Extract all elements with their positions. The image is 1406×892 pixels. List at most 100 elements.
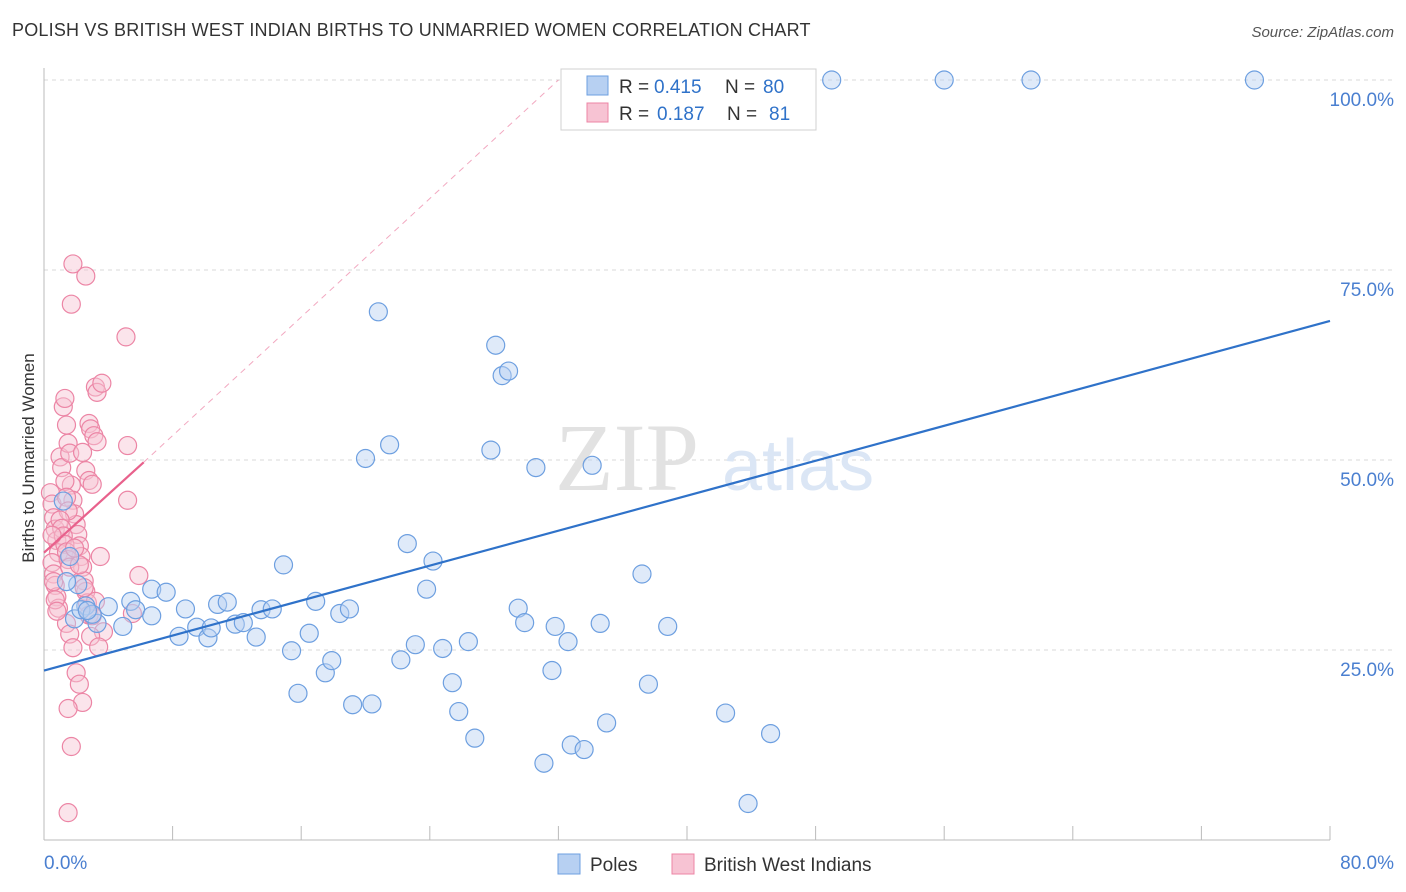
poles-point-43 [458,632,478,652]
bwi-point-64 [58,549,78,570]
grid-lines [44,79,1394,651]
bwi-point-54 [82,474,102,494]
y-tick-label-2: 75.0% [1340,280,1394,301]
legend-r-label-poles: R = [619,77,649,98]
bwi-point-56 [55,471,75,491]
stats-legend: R = 0.415 N = 80 R = 0.187 N = 81 [560,68,817,131]
poles-point-8 [156,582,176,602]
poles-point-32 [362,694,382,714]
legend-n-label-poles: N = [725,77,755,98]
source-label: Source: ZipAtlas.com [1251,24,1394,41]
bwi-point-40 [76,266,96,286]
poles-point-48 [498,361,519,381]
poles-point-64 [715,703,736,723]
poles-point-72 [60,546,80,567]
poles-point-15 [217,592,237,612]
poles-point-42 [449,701,469,722]
poles-point-75 [71,600,91,620]
x-tick-label-0: 0.0% [44,853,87,874]
bwi-point-37 [61,736,81,757]
poles-point-35 [391,650,411,670]
poles-point-31 [355,448,376,469]
bwi-point-49 [87,432,107,452]
poles-point-52 [534,753,554,773]
poles-point-1 [87,613,107,634]
poles-point-55 [558,632,578,652]
poles-point-2 [98,597,118,617]
bwi-point-34 [69,674,89,694]
poles-point-78 [56,571,77,592]
poles-point-29 [339,599,360,619]
bwi-point-57 [56,487,77,507]
series-legend: Poles British West Indians [557,853,872,876]
poles-point-27 [322,651,342,671]
y-tick-label-3: 100.0% [1330,90,1395,111]
poles-point-77 [53,491,73,511]
poles-point-3 [113,616,133,637]
bwi-point-16 [58,433,78,453]
bwi-point-76 [47,601,67,621]
poles-point-5 [126,600,146,620]
bwi-point-44 [87,382,107,402]
poles-point-44 [465,728,485,748]
poles-point-23 [288,683,308,703]
bwi-point-55 [117,490,138,510]
poles-point-71 [1244,70,1265,90]
poles-point-21 [273,555,294,575]
bwi-point-80 [42,525,62,545]
series-legend-swatch-bwi [671,853,695,875]
poles-point-41 [442,673,462,693]
poles-point-79 [77,600,98,621]
bwi-point-35 [72,692,93,713]
bwi-point-36 [58,698,78,719]
poles-point-26 [315,663,335,683]
bwi-point-45 [92,373,112,393]
legend-r-value-poles: 0.415 [654,77,702,98]
series-legend-label-bwi: British West Indians [704,855,872,876]
poles-point-6 [142,606,162,626]
legend-swatch-bwi [586,102,609,123]
poles-point-38 [416,579,437,599]
bwi-point-73 [122,603,143,624]
watermark: ZIP atlas [555,404,874,511]
poles-point-57 [574,739,594,760]
poles-point-51 [526,458,546,478]
chart-title: POLISH VS BRITISH WEST INDIAN BIRTHS TO … [12,20,811,40]
poles-point-70 [1021,70,1041,90]
poles-point-68 [822,70,842,90]
poles-point-69 [934,70,954,90]
bwi-point-72 [129,565,149,586]
poles-point-37 [405,635,425,655]
poles-point-45 [481,440,501,460]
series-legend-label-poles: Poles [590,855,638,876]
poles-point-40 [433,638,453,659]
bwi-point-51 [72,442,93,462]
poles-point-18 [246,627,266,647]
series-british-west-indians [40,254,149,823]
legend-r-label-bwi: R = [619,104,649,125]
legend-swatch-poles [586,75,609,96]
bwi-point-48 [84,426,104,446]
bwi-point-66 [90,546,110,567]
bwi-point-41 [61,294,81,314]
axes [43,68,1331,841]
poles-point-36 [397,533,417,554]
trend-lines [43,79,1331,672]
poles-point-13 [201,618,221,638]
poles-point-54 [545,616,565,637]
poles-point-65 [738,793,758,814]
bwi-point-14 [55,388,75,409]
poles-point-74 [68,575,88,595]
bwi-trend-extension [143,79,559,463]
poles-point-50 [515,613,535,633]
poles-point-28 [330,603,350,624]
poles-point-53 [542,660,562,681]
bwi-trend-line [43,461,145,554]
poles-point-24 [299,623,319,643]
poles-point-7 [142,579,162,599]
poles-point-61 [632,564,652,584]
bwi-point-15 [56,415,77,435]
poles-point-58 [582,455,602,475]
poles-trend-line [43,319,1331,672]
